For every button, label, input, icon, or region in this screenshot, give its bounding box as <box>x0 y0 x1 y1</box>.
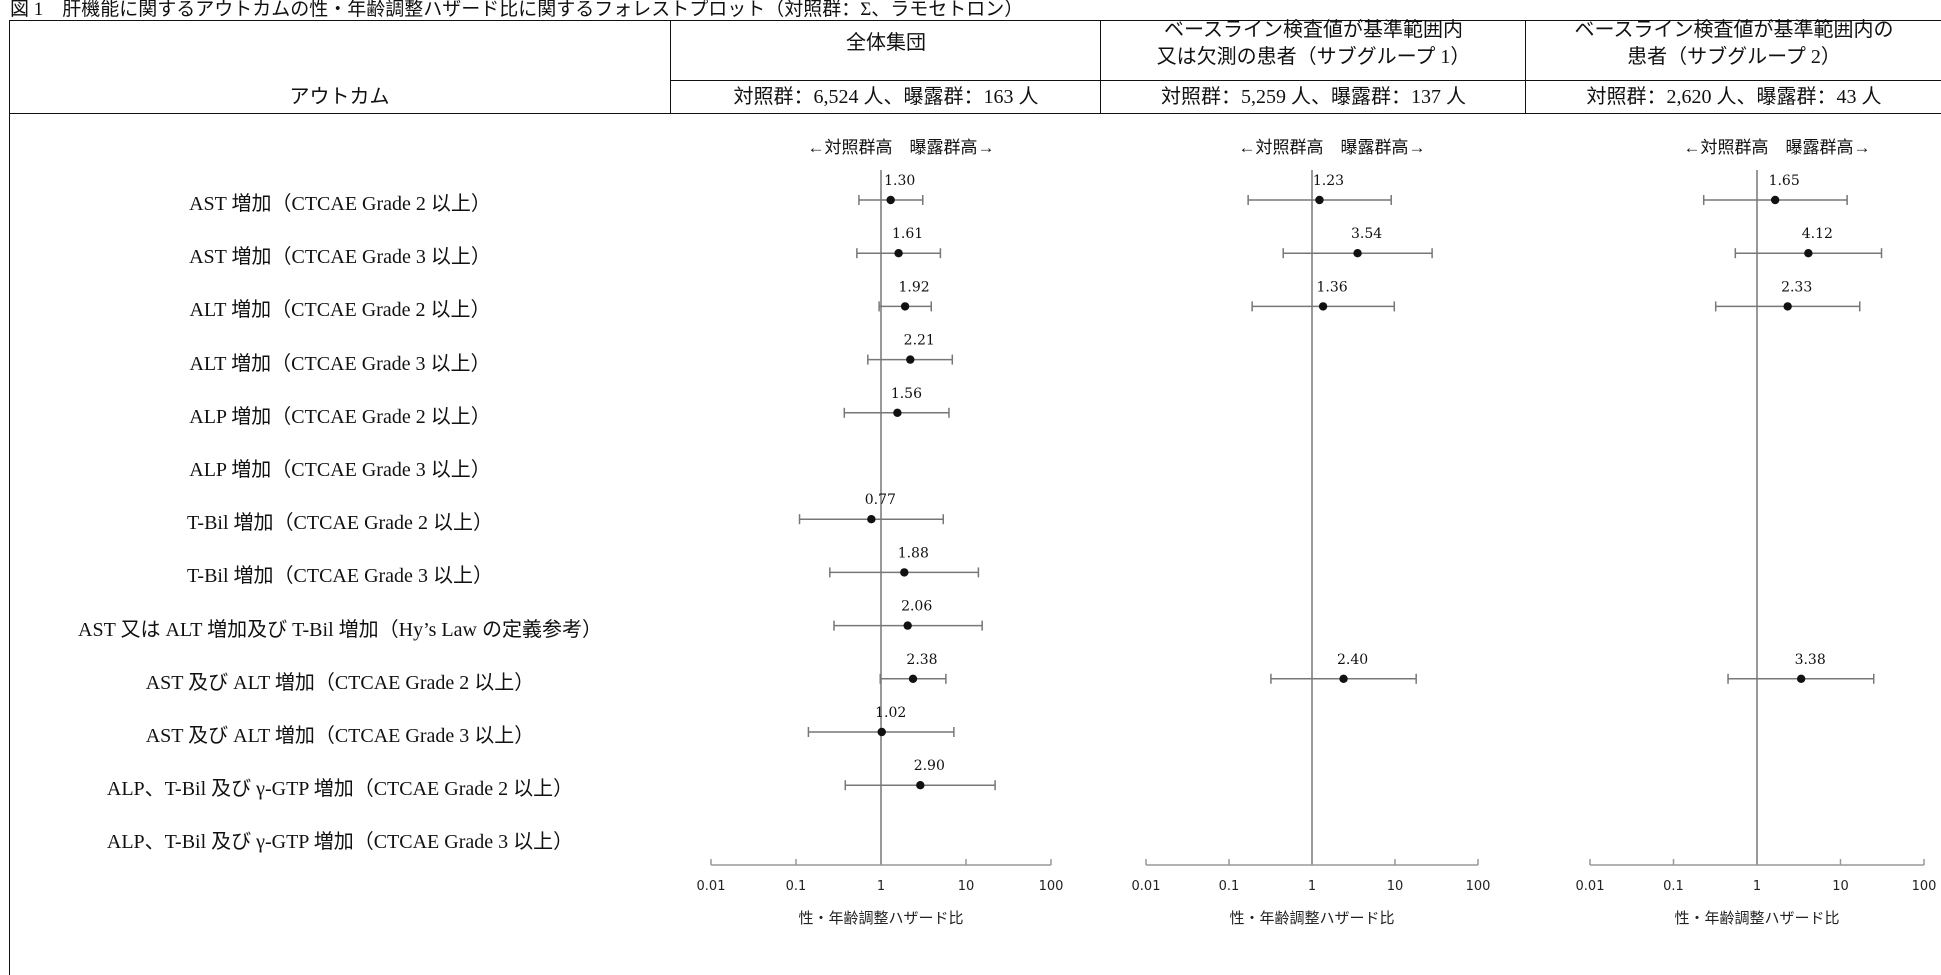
hazard-ratio-label: 1.92 <box>898 279 929 295</box>
hazard-ratio-label: 1.23 <box>1313 173 1344 189</box>
hazard-ratio-point <box>1770 195 1780 205</box>
hazard-ratio-label: 2.90 <box>914 758 945 774</box>
hazard-ratio-point <box>916 781 925 790</box>
hazard-ratio-label: 2.40 <box>1337 652 1368 668</box>
x-tick-label: 10 <box>1387 879 1404 894</box>
panel-1-counts: 対照群：6,524 人、曝露群：163 人 <box>733 86 1039 108</box>
hazard-ratio-point <box>900 568 909 577</box>
hazard-ratio-label: 3.54 <box>1351 226 1382 242</box>
hazard-ratio-point <box>908 674 918 683</box>
hazard-ratio-label: 1.61 <box>892 226 923 242</box>
outcome-label: ALP 増加（CTCAE Grade 2 以上） <box>189 405 491 428</box>
direction-label: ←対照群高 曝露群高→ <box>1239 138 1426 157</box>
hazard-ratio-label: 4.12 <box>1802 226 1833 242</box>
hazard-ratio-point <box>1804 249 1813 258</box>
outcome-label: AST 又は ALT 増加及び T-Bil 増加（Hy’s Law の定義参考） <box>78 618 602 641</box>
hazard-ratio-label: 2.38 <box>906 652 937 668</box>
panel-2-counts: 対照群：5,259 人、曝露群：137 人 <box>1161 86 1466 108</box>
panel-1-title: 全体集団 <box>846 32 926 54</box>
hazard-ratio-point <box>894 249 903 258</box>
header-divider-3 <box>1525 20 1526 113</box>
header-divider-1 <box>670 20 671 113</box>
outcome-label: ALT 増加（CTCAE Grade 2 以上） <box>189 299 491 322</box>
x-tick-label: 0.01 <box>1132 879 1161 894</box>
outcome-label: AST 増加（CTCAE Grade 2 以上） <box>189 193 491 215</box>
hazard-ratio-label: 1.30 <box>884 173 915 189</box>
hazard-ratio-point <box>877 727 886 737</box>
x-tick-label: 0.1 <box>1219 879 1240 894</box>
header-rule-bottom <box>9 113 1941 114</box>
hazard-ratio-label: 0.77 <box>865 492 896 508</box>
outcome-label: T-Bil 増加（CTCAE Grade 2 以上） <box>187 512 493 535</box>
header-divider-2 <box>1100 20 1101 113</box>
x-axis-title: 性・年齢調整ハザード比 <box>798 909 963 927</box>
x-tick-label: 1 <box>1308 879 1316 894</box>
outcome-label: AST 及び ALT 増加（CTCAE Grade 3 以上） <box>145 725 535 747</box>
direction-label: ←対照群高 曝露群高→ <box>1684 138 1871 157</box>
hazard-ratio-point <box>900 302 910 311</box>
outcome-label: ALP 増加（CTCAE Grade 3 以上） <box>189 459 491 481</box>
hazard-ratio-point <box>1783 302 1792 311</box>
panel-3-counts: 対照群：2,620 人、曝露群：43 人 <box>1586 86 1882 108</box>
outcome-label: T-Bil 増加（CTCAE Grade 3 以上） <box>187 565 493 588</box>
hazard-ratio-label: 2.06 <box>901 599 932 615</box>
hazard-ratio-point <box>906 355 915 364</box>
outcome-label: ALT 増加（CTCAE Grade 3 以上） <box>189 352 491 375</box>
outcome-label: ALP、T-Bil 及び γ-GTP 増加（CTCAE Grade 3 以上） <box>106 831 574 854</box>
hazard-ratio-label: 2.21 <box>904 333 935 349</box>
table-frame <box>9 20 1941 975</box>
x-axis-title: 性・年齢調整ハザード比 <box>1229 909 1394 927</box>
x-tick-label: 0.01 <box>1576 879 1605 894</box>
direction-label: ←対照群高 曝露群高→ <box>808 138 995 157</box>
panel-2-title: ベースライン検査値が基準範囲内 又は欠測の患者（サブグループ 1） <box>1156 19 1471 68</box>
hazard-ratio-label: 3.38 <box>1795 652 1826 668</box>
outcome-header: アウトカム <box>289 86 390 108</box>
hazard-ratio-point <box>1796 674 1806 683</box>
x-tick-label: 1 <box>1753 879 1761 894</box>
hazard-ratio-label: 1.02 <box>875 705 906 721</box>
hazard-ratio-label: 1.36 <box>1316 279 1347 295</box>
hazard-ratio-label: 2.33 <box>1781 279 1812 295</box>
outcome-label: ALP、T-Bil 及び γ-GTP 増加（CTCAE Grade 2 以上） <box>106 778 574 801</box>
hazard-ratio-point <box>1339 674 1348 683</box>
x-tick-label: 10 <box>1832 879 1849 894</box>
hazard-ratio-label: 1.56 <box>891 386 922 402</box>
x-tick-label: 0.1 <box>786 879 807 894</box>
hazard-ratio-label: 1.65 <box>1769 173 1800 189</box>
x-tick-label: 100 <box>1039 879 1064 894</box>
x-tick-label: 100 <box>1466 879 1491 894</box>
x-tick-label: 0.01 <box>697 879 726 894</box>
x-tick-label: 1 <box>877 879 885 894</box>
hazard-ratio-point <box>1353 249 1362 258</box>
hazard-ratio-point <box>893 408 902 417</box>
hazard-ratio-point <box>1318 302 1328 311</box>
figure-caption: 図 1 肝機能に関するアウトカムの性・年齢調整ハザード比に関するフォレストプロッ… <box>10 0 1024 20</box>
header-rule-top <box>670 80 1941 81</box>
panel-3-title: ベースライン検査値が基準範囲内の 患者（サブグループ 2） <box>1574 19 1894 68</box>
outcome-label: AST 増加（CTCAE Grade 3 以上） <box>189 246 491 269</box>
outcome-label: AST 及び ALT 増加（CTCAE Grade 2 以上） <box>145 671 535 694</box>
x-axis-title: 性・年齢調整ハザード比 <box>1674 909 1839 927</box>
hazard-ratio-point <box>1315 195 1324 205</box>
x-tick-label: 0.1 <box>1663 879 1684 894</box>
x-tick-label: 100 <box>1912 879 1937 894</box>
hazard-ratio-point <box>903 621 912 630</box>
hazard-ratio-point <box>867 515 876 524</box>
x-tick-label: 10 <box>958 879 975 894</box>
hazard-ratio-label: 1.88 <box>898 545 929 561</box>
hazard-ratio-point <box>886 195 895 205</box>
